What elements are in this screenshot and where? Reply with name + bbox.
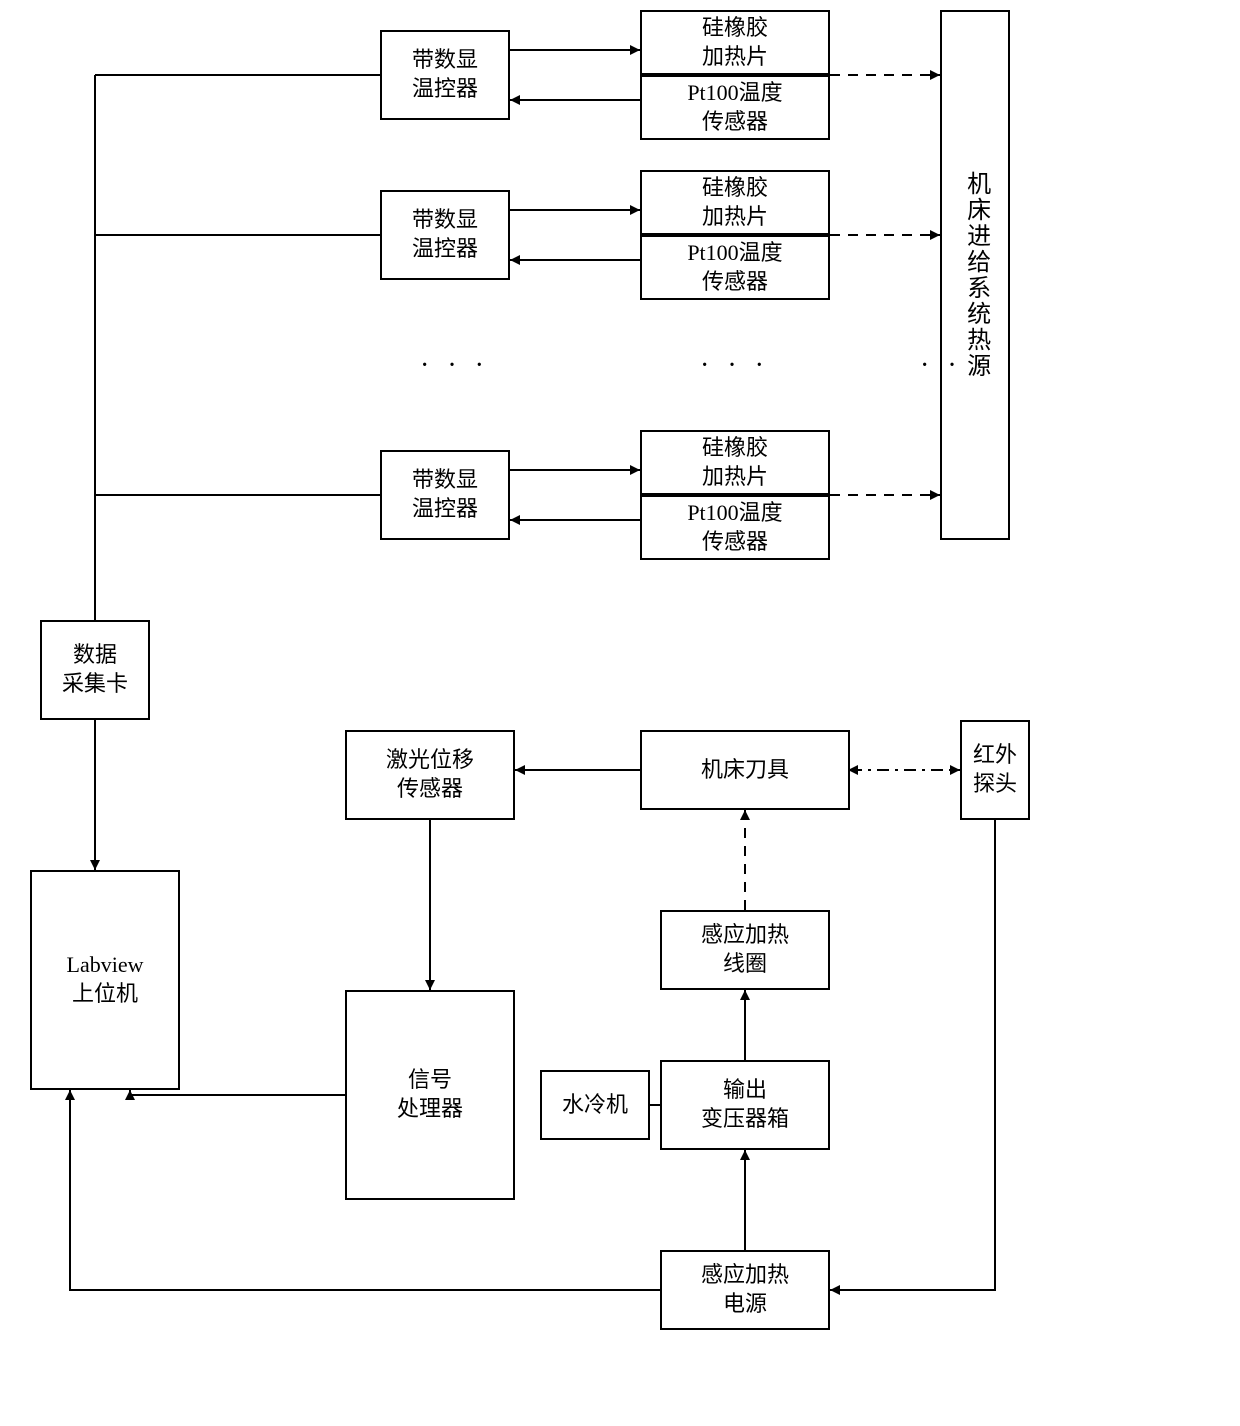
ellipsis: ··· (920, 350, 1002, 382)
node-laser: 激光位移传感器 (345, 730, 515, 820)
node-heater1: 硅橡胶加热片 (640, 10, 830, 75)
node-ir: 红外探头 (960, 720, 1030, 820)
edge-signal-labview (130, 1090, 345, 1095)
edge-ir-power (830, 820, 995, 1290)
node-signal: 信号处理器 (345, 990, 515, 1200)
node-tool: 机床刀具 (640, 730, 850, 810)
node-heatsource: 机床进给系统热源 (940, 10, 1010, 540)
node-power: 感应加热电源 (660, 1250, 830, 1330)
wiring-layer (0, 0, 1240, 1426)
node-trans: 输出变压器箱 (660, 1060, 830, 1150)
node-sensor1: Pt100温度传感器 (640, 75, 830, 140)
node-thermostat3: 带数显温控器 (380, 450, 510, 540)
node-water: 水冷机 (540, 1070, 650, 1140)
node-thermostat2: 带数显温控器 (380, 190, 510, 280)
ellipsis: ··· (700, 350, 782, 382)
node-sensor3: Pt100温度传感器 (640, 495, 830, 560)
node-coil: 感应加热线圈 (660, 910, 830, 990)
node-daq: 数据采集卡 (40, 620, 150, 720)
node-sensor2: Pt100温度传感器 (640, 235, 830, 300)
node-thermostat1: 带数显温控器 (380, 30, 510, 120)
ellipsis: ··· (420, 350, 502, 382)
node-heater3: 硅橡胶加热片 (640, 430, 830, 495)
node-labview: Labview上位机 (30, 870, 180, 1090)
node-heater2: 硅橡胶加热片 (640, 170, 830, 235)
